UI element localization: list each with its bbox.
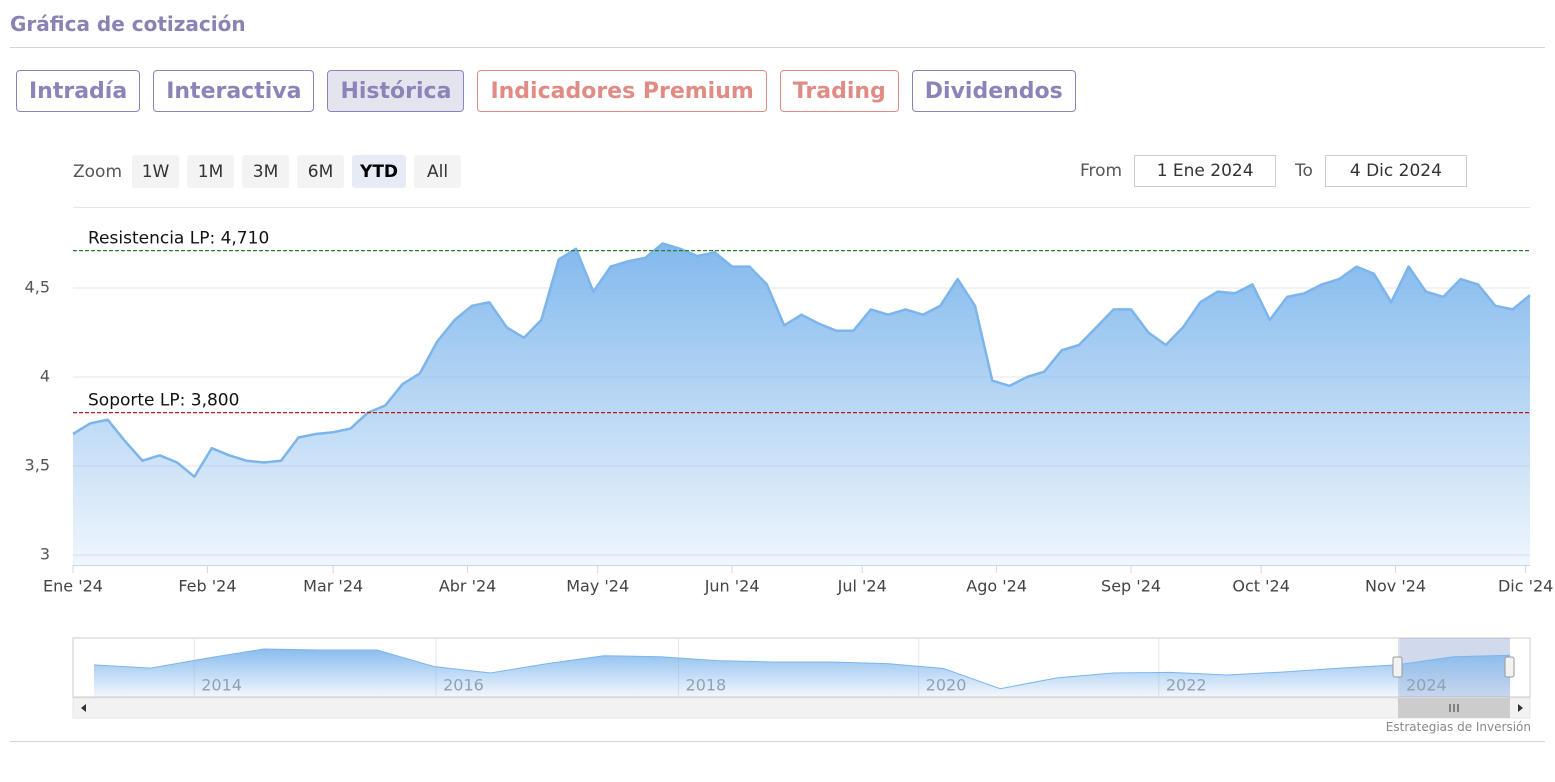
x-tick-label: Mar '24 [303, 577, 363, 596]
area [73, 243, 1530, 565]
tab[interactable]: Histórica [327, 70, 465, 112]
x-tick-label: May '24 [566, 577, 629, 596]
zoom-button[interactable]: All [414, 155, 462, 188]
navigator-area [94, 649, 1510, 697]
tab[interactable]: Interactiva [153, 70, 315, 112]
scroll-left[interactable] [81, 704, 86, 712]
scrollbar-track[interactable] [72, 697, 1531, 719]
x-tick-label: Dic '24 [1498, 577, 1553, 596]
navigator-line [93, 648, 1511, 690]
range-to: To 4 Dic 2024 [1295, 155, 1467, 187]
y-tick-label: 3 [40, 545, 50, 564]
credit: Estrategias de Inversión [1385, 720, 1531, 734]
tab[interactable]: Trading [779, 70, 899, 112]
zoom-button[interactable]: YTD [352, 155, 407, 188]
scroll-right[interactable] [1518, 704, 1523, 712]
from-input[interactable]: 1 Ene 2024 [1134, 155, 1277, 187]
x-tick-label: Ene '24 [43, 577, 103, 596]
x-tick-label: Feb '24 [178, 577, 236, 596]
zoom-bar: Zoom 1W 1M 3M 6M YTD All [73, 155, 462, 188]
x-tick-label: Jul '24 [837, 577, 887, 596]
x-tick-label: Abr '24 [439, 577, 497, 596]
x-tick-label: Sep '24 [1101, 577, 1161, 596]
x-tick-label: Jun '24 [704, 577, 760, 596]
zoom-button[interactable]: 1M [187, 155, 235, 188]
tab[interactable]: Indicadores Premium [477, 70, 767, 112]
plot-line-label: Resistencia LP: 4,710 [88, 229, 269, 249]
divider [10, 47, 1545, 48]
widget-title: Gráfica de cotización [10, 12, 246, 36]
zoom-button[interactable]: 3M [242, 155, 290, 188]
from-label: From [1080, 161, 1123, 181]
tab-bar: Intradía Interactiva Histórica Indicadores … [16, 70, 1076, 112]
y-tick-label: 4,5 [25, 277, 50, 296]
y-tick-label: 3,5 [25, 456, 50, 475]
range-from: From 1 Ene 2024 [1080, 155, 1277, 187]
plot-line-label: Soporte LP: 3,800 [88, 391, 239, 411]
x-tick-label: Nov '24 [1365, 577, 1426, 596]
to-label: To [1295, 161, 1313, 181]
y-tick-label: 4 [40, 367, 50, 386]
zoom-label: Zoom [73, 161, 123, 182]
navigator-handle[interactable] [1504, 656, 1515, 678]
x-tick-label: Oct '24 [1232, 577, 1290, 596]
zoom-button[interactable]: 1W [132, 155, 180, 188]
x-tick-label: Ago '24 [966, 577, 1027, 596]
tab[interactable]: Dividendos [911, 70, 1076, 112]
zoom-button[interactable]: 6M [297, 155, 345, 188]
scrollbar-grip [1449, 704, 1459, 712]
to-input[interactable]: 4 Dic 2024 [1324, 155, 1467, 187]
line [72, 242, 1531, 478]
divider [10, 741, 1545, 742]
navigator-handle[interactable] [1392, 656, 1403, 678]
tab[interactable]: Intradía [16, 70, 141, 112]
